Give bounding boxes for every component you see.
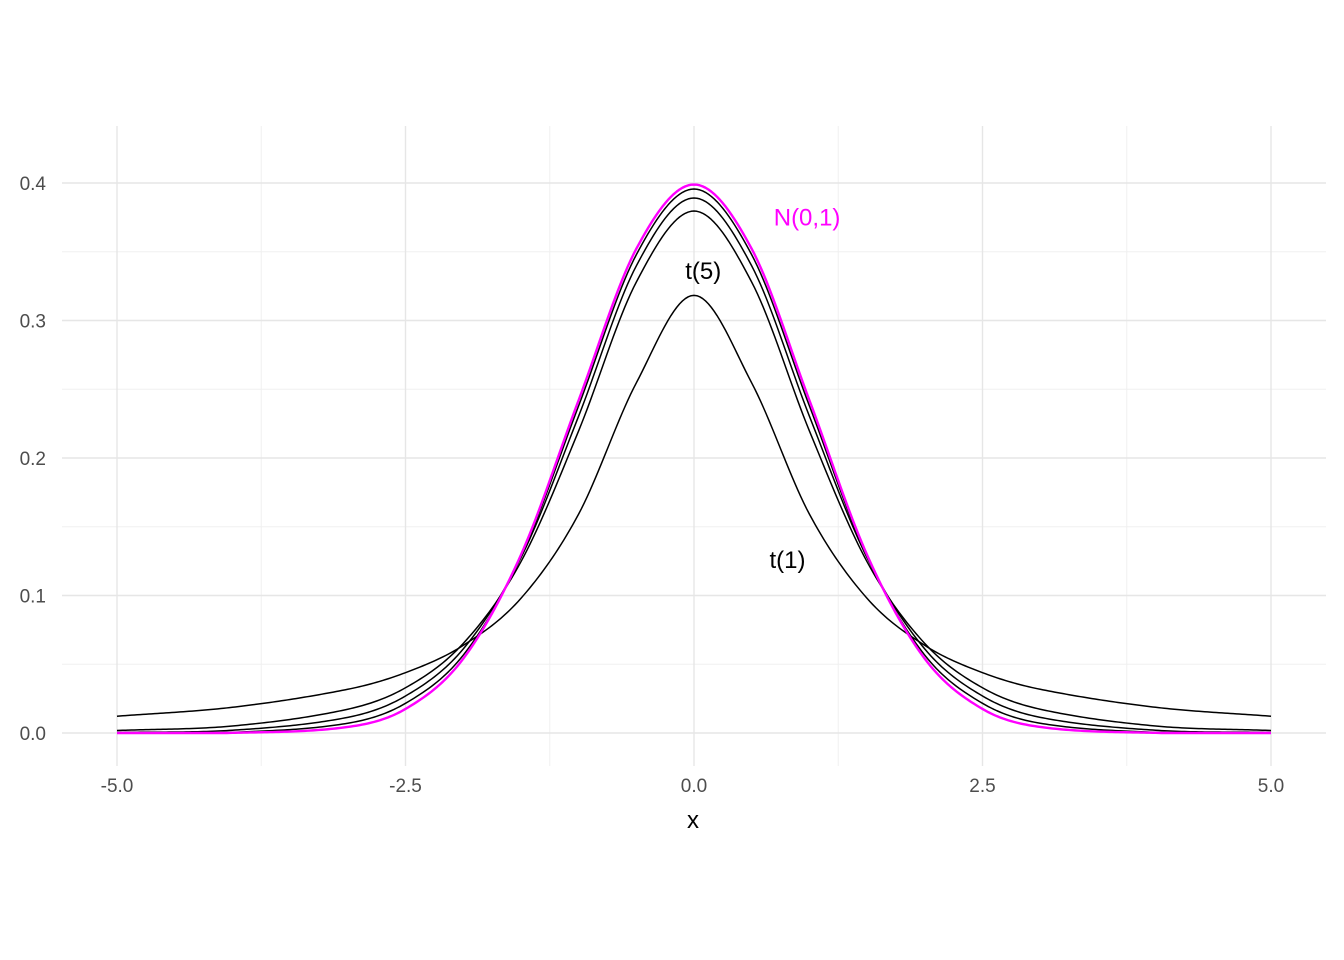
y-tick-label: 0.3 xyxy=(20,312,46,333)
annotations: N(0,1) t(5) t(1) xyxy=(685,204,840,573)
normal-density-curve xyxy=(117,183,1271,735)
x-tick-label: 0.0 xyxy=(681,776,707,797)
x-tick-label: 5.0 xyxy=(1258,776,1284,797)
annotation-label: N(0,1) xyxy=(774,204,841,231)
series-lines xyxy=(116,183,1272,735)
x-tick-label: -5.0 xyxy=(101,776,134,797)
t-density-curve-df-10 xyxy=(116,197,1272,734)
x-axis-ticks: -5.0 -2.5 0.0 2.5 5.0 xyxy=(101,776,1285,797)
t-density-curve-df-5 xyxy=(116,210,1272,732)
t-density-curve-df-30 xyxy=(116,188,1272,734)
y-tick-label: 0.1 xyxy=(20,587,46,608)
y-tick-label: 0.0 xyxy=(20,724,46,745)
x-tick-label: 2.5 xyxy=(969,776,995,797)
x-tick-label: -2.5 xyxy=(389,776,422,797)
y-tick-label: 0.2 xyxy=(20,449,46,470)
y-axis-ticks: 0.0 0.1 0.2 0.3 0.4 xyxy=(20,174,47,745)
annotation-label: t(1) xyxy=(769,547,805,574)
annotation-label: t(5) xyxy=(685,258,721,285)
y-tick-label: 0.4 xyxy=(20,174,47,195)
x-axis-title: x xyxy=(687,807,699,834)
t-density-curve-df-1 xyxy=(116,294,1272,717)
